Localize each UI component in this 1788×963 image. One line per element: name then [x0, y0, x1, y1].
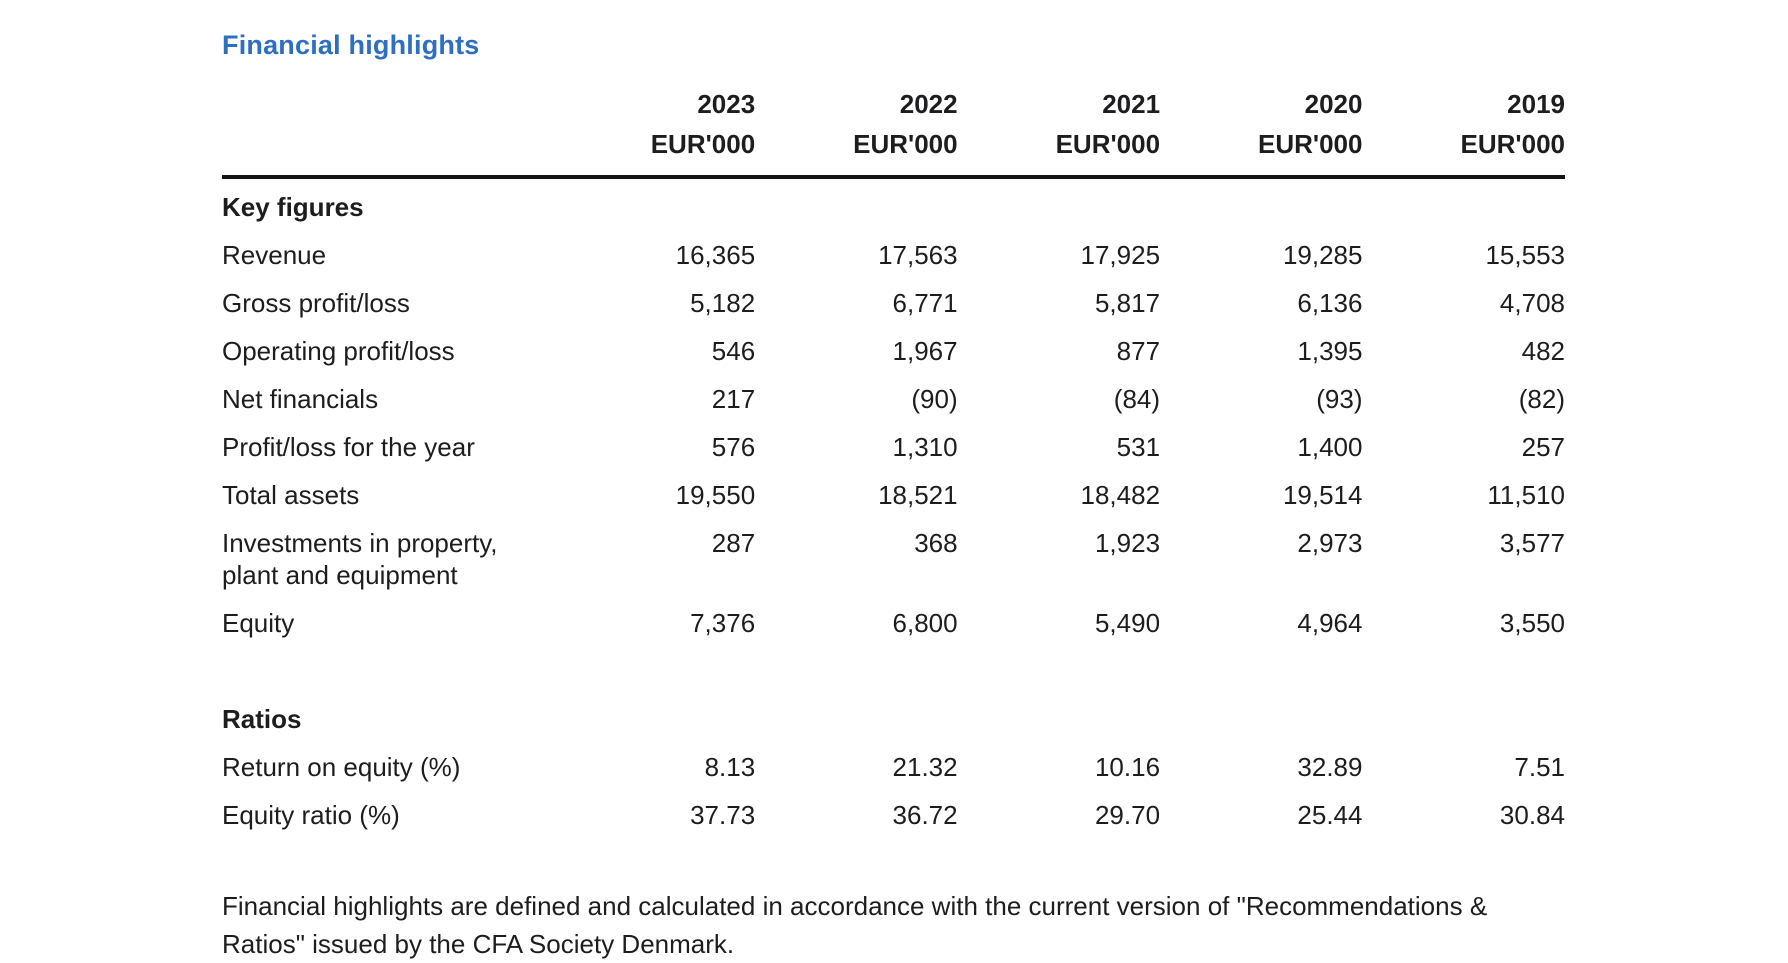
row-label: Profit/loss for the year — [222, 432, 475, 462]
cell-value: (84) — [1113, 384, 1161, 414]
row-label: Net financials — [222, 384, 379, 414]
cell-value: 2,973 — [1297, 528, 1363, 558]
year-header: 2022 — [899, 89, 958, 119]
row-label: Equity — [222, 608, 295, 638]
cell-value: 482 — [1521, 336, 1565, 366]
cell-value: 18,482 — [1080, 480, 1161, 510]
corner-cell — [222, 79, 553, 119]
cell-value: 36.72 — [892, 800, 958, 830]
cell-value: 15,553 — [1485, 240, 1565, 270]
cell-value: 5,182 — [690, 288, 756, 318]
cell-value: 7.51 — [1514, 752, 1565, 782]
table-row: Equity ratio (%) 37.73 36.72 29.70 25.44… — [222, 791, 1565, 839]
cell-value: 8.13 — [704, 752, 756, 782]
cell-value: 19,285 — [1282, 240, 1363, 270]
table-row: Return on equity (%) 8.13 21.32 10.16 32… — [222, 743, 1565, 791]
cell-value: 3,577 — [1499, 528, 1565, 558]
year-header: 2019 — [1507, 89, 1565, 119]
section-heading-ratios: Ratios — [222, 691, 1565, 743]
section-heading-key-figures: Key figures — [222, 177, 1565, 231]
cell-value: 546 — [711, 336, 756, 366]
cell-value: 531 — [1116, 432, 1161, 462]
table-header: 2023 2022 2021 2020 2019 EUR'000 EUR'000… — [222, 79, 1565, 179]
cell-value: 576 — [711, 432, 756, 462]
cell-value: 32.89 — [1297, 752, 1363, 782]
row-label: Return on equity (%) — [222, 752, 461, 782]
section-gap — [222, 647, 1565, 691]
row-label: Total assets — [222, 480, 360, 510]
unit-header: EUR'000 — [1362, 119, 1565, 179]
cell-value: 1,967 — [892, 336, 958, 366]
cell-value: 25.44 — [1297, 800, 1363, 830]
cell-value: 16,365 — [675, 240, 756, 270]
row-label: Investments in property, plant and equip… — [222, 528, 498, 590]
cell-value: 17,925 — [1080, 240, 1161, 270]
cell-value: 30.84 — [1499, 800, 1565, 830]
section-heading-label: Ratios — [222, 704, 302, 734]
cell-value: 6,771 — [892, 288, 958, 318]
row-label: Operating profit/loss — [222, 336, 455, 366]
cell-value: (82) — [1518, 384, 1565, 414]
row-label: Revenue — [222, 240, 327, 270]
year-header: 2021 — [1102, 89, 1161, 119]
cell-value: 4,964 — [1297, 608, 1363, 638]
table-row: Revenue 16,365 17,563 17,925 19,285 15,5… — [222, 231, 1565, 279]
cell-value: 21.32 — [892, 752, 958, 782]
cell-value: 287 — [711, 528, 756, 558]
table-row: Operating profit/loss 546 1,967 877 1,39… — [222, 327, 1565, 375]
cell-value: 4,708 — [1499, 288, 1565, 318]
section-heading-label: Key figures — [222, 192, 364, 222]
table-row: Profit/loss for the year 576 1,310 531 1… — [222, 423, 1565, 471]
cell-value: 6,136 — [1297, 288, 1363, 318]
cell-value: 1,400 — [1297, 432, 1363, 462]
table-row: Gross profit/loss 5,182 6,771 5,817 6,13… — [222, 279, 1565, 327]
cell-value: 6,800 — [892, 608, 958, 638]
table-row: Investments in property, plant and equip… — [222, 519, 1565, 599]
cell-value: 19,550 — [675, 480, 756, 510]
cell-value: 18,521 — [878, 480, 958, 510]
cell-value: 368 — [914, 528, 958, 558]
cell-value: (93) — [1316, 384, 1363, 414]
cell-value: 10.16 — [1094, 752, 1161, 782]
unit-header: EUR'000 — [957, 119, 1161, 179]
unit-header: EUR'000 — [755, 119, 958, 179]
corner-cell — [222, 119, 553, 179]
cell-value: 1,395 — [1297, 336, 1363, 366]
row-label: Gross profit/loss — [222, 288, 410, 318]
cell-value: 17,563 — [878, 240, 958, 270]
table-row: Total assets 19,550 18,521 18,482 19,514… — [222, 471, 1565, 519]
cell-value: 7,376 — [690, 608, 756, 638]
table-row: Equity 7,376 6,800 5,490 4,964 3,550 — [222, 599, 1565, 647]
cell-value: 1,923 — [1094, 528, 1161, 558]
unit-header: EUR'000 — [1160, 119, 1363, 179]
year-header: 2020 — [1304, 89, 1363, 119]
cell-value: 29.70 — [1094, 800, 1161, 830]
unit-header: EUR'000 — [552, 119, 756, 179]
cell-value: (90) — [911, 384, 958, 414]
year-header: 2023 — [697, 89, 756, 119]
cell-value: 19,514 — [1282, 480, 1363, 510]
footnote-text: Financial highlights are defined and cal… — [222, 891, 1488, 959]
year-header-row: 2023 2022 2021 2020 2019 — [222, 79, 1565, 119]
financial-highlights-table: 2023 2022 2021 2020 2019 EUR'000 EUR'000… — [222, 79, 1565, 839]
cell-value: 11,510 — [1487, 480, 1565, 510]
cell-value: 3,550 — [1499, 608, 1565, 638]
cell-value: 5,490 — [1094, 608, 1161, 638]
cell-value: 257 — [1521, 432, 1565, 462]
row-label: Equity ratio (%) — [222, 800, 400, 830]
cell-value: 877 — [1116, 336, 1161, 366]
table-row: Net financials 217 (90) (84) (93) (82) — [222, 375, 1565, 423]
page-title: Financial highlights — [222, 30, 480, 60]
cell-value: 37.73 — [690, 800, 756, 830]
cell-value: 217 — [711, 384, 756, 414]
cell-value: 5,817 — [1094, 288, 1161, 318]
unit-header-row: EUR'000 EUR'000 EUR'000 EUR'000 EUR'000 — [222, 119, 1565, 179]
cell-value: 1,310 — [892, 432, 958, 462]
